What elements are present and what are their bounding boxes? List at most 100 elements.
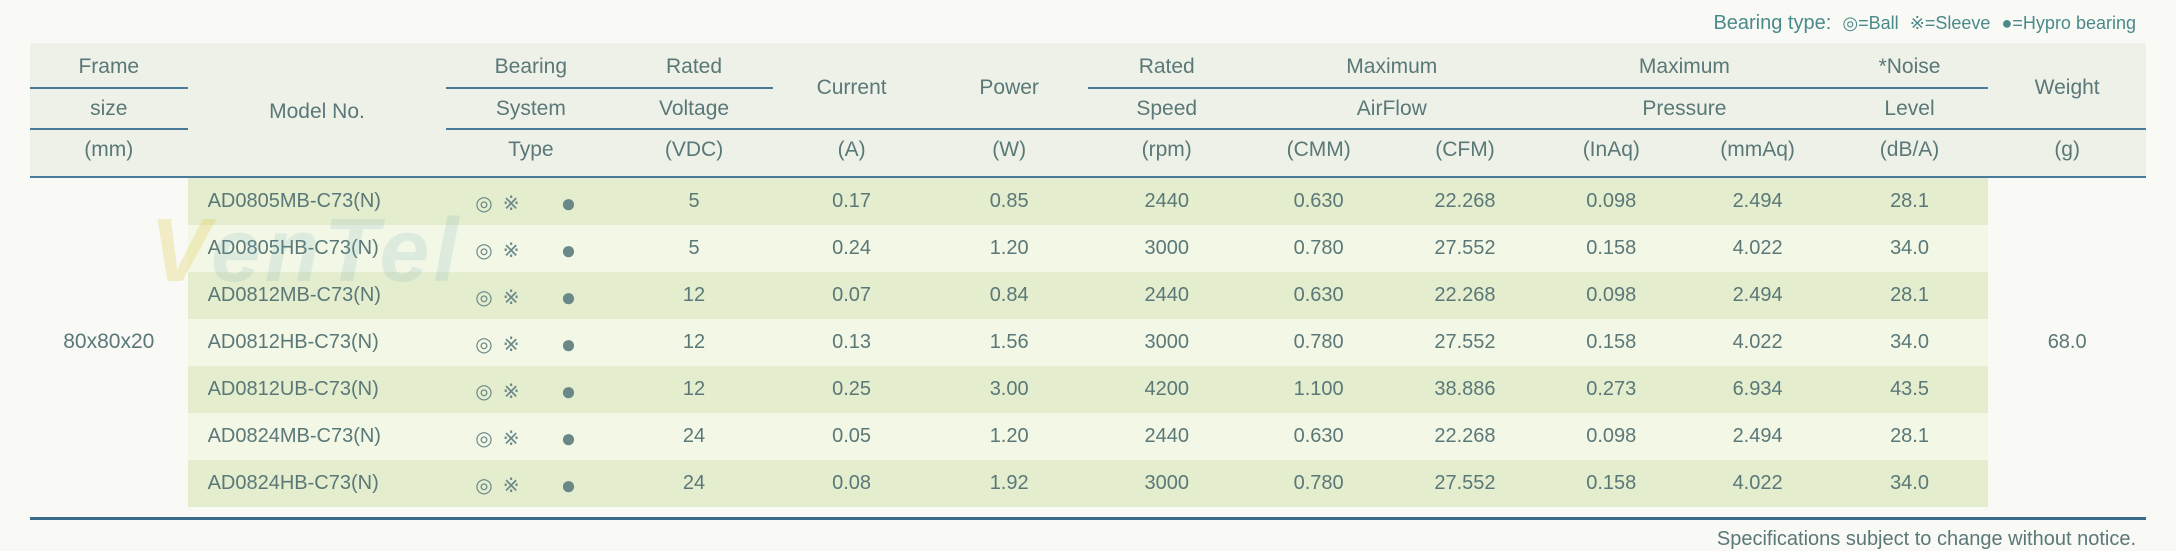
hdr-airflow-2: AirFlow — [1246, 88, 1539, 130]
sleeve-icon: ※ — [503, 473, 530, 498]
legend-ball: ◎=Ball — [1842, 13, 1898, 33]
inaq-cell: 0.273 — [1538, 366, 1684, 413]
current-cell: 0.13 — [773, 319, 931, 366]
ball-icon: ◎ — [475, 238, 502, 263]
hdr-airflow-cfm: (CFM) — [1392, 129, 1538, 177]
mmaq-cell: 4.022 — [1684, 225, 1830, 272]
table-row: AD0812HB-C73(N)◎※ ●120.131.5630000.78027… — [30, 319, 2146, 366]
cmm-cell: 0.780 — [1246, 225, 1392, 272]
noise-cell: 28.1 — [1831, 413, 1989, 460]
hdr-weight-2: (g) — [1988, 129, 2146, 177]
hypro-icon: ● — [561, 423, 587, 454]
mmaq-cell: 2.494 — [1684, 272, 1830, 319]
spec-table: Frame Model No. Bearing Rated Current Po… — [30, 43, 2146, 507]
hdr-frame-3: (mm) — [30, 129, 188, 177]
hypro-icon: ● — [561, 282, 587, 313]
hdr-bearing-1: Bearing — [446, 43, 615, 88]
current-cell: 0.05 — [773, 413, 931, 460]
ball-icon: ◎ — [475, 426, 502, 451]
hypro-icon: ● — [561, 376, 587, 407]
hdr-pressure-1: Maximum — [1538, 43, 1831, 88]
speed-cell: 3000 — [1088, 460, 1246, 507]
hdr-bearing-2: System — [446, 88, 615, 130]
cmm-cell: 0.630 — [1246, 272, 1392, 319]
speed-cell: 3000 — [1088, 225, 1246, 272]
speed-cell: 4200 — [1088, 366, 1246, 413]
sleeve-icon: ※ — [503, 238, 530, 263]
noise-cell: 28.1 — [1831, 177, 1989, 225]
hdr-frame-2: size — [30, 88, 188, 130]
cmm-cell: 0.780 — [1246, 319, 1392, 366]
cfm-cell: 22.268 — [1392, 413, 1538, 460]
model-cell: AD0812UB-C73(N) — [188, 366, 447, 413]
table-row: AD0812UB-C73(N)◎※ ●120.253.0042001.10038… — [30, 366, 2146, 413]
inaq-cell: 0.158 — [1538, 319, 1684, 366]
bearing-cell: ◎※ ● — [446, 225, 615, 272]
table-row: 80x80x20AD0805MB-C73(N)◎※ ●50.170.852440… — [30, 177, 2146, 225]
hypro-icon: ● — [561, 188, 587, 219]
table-body: 80x80x20AD0805MB-C73(N)◎※ ●50.170.852440… — [30, 177, 2146, 507]
speed-cell: 2440 — [1088, 413, 1246, 460]
voltage-cell: 12 — [615, 319, 773, 366]
sleeve-icon: ※ — [503, 191, 530, 216]
cmm-cell: 1.100 — [1246, 366, 1392, 413]
speed-cell: 3000 — [1088, 319, 1246, 366]
power-cell: 1.20 — [930, 413, 1088, 460]
current-cell: 0.17 — [773, 177, 931, 225]
ball-icon: ◎ — [475, 191, 502, 216]
table-row: AD0824MB-C73(N)◎※ ●240.051.2024400.63022… — [30, 413, 2146, 460]
voltage-cell: 24 — [615, 413, 773, 460]
hdr-frame-1: Frame — [30, 43, 188, 88]
inaq-cell: 0.158 — [1538, 460, 1684, 507]
cmm-cell: 0.630 — [1246, 177, 1392, 225]
table-header: Frame Model No. Bearing Rated Current Po… — [30, 43, 2146, 177]
bearing-cell: ◎※ ● — [446, 272, 615, 319]
model-cell: AD0824MB-C73(N) — [188, 413, 447, 460]
speed-cell: 2440 — [1088, 177, 1246, 225]
hdr-current-1: Current — [773, 43, 931, 129]
voltage-cell: 5 — [615, 225, 773, 272]
hdr-speed-1: Rated — [1088, 43, 1246, 88]
cfm-cell: 38.886 — [1392, 366, 1538, 413]
noise-cell: 34.0 — [1831, 319, 1989, 366]
power-cell: 0.84 — [930, 272, 1088, 319]
bearing-cell: ◎※ ● — [446, 319, 615, 366]
noise-cell: 34.0 — [1831, 225, 1989, 272]
hdr-airflow-1: Maximum — [1246, 43, 1539, 88]
voltage-cell: 5 — [615, 177, 773, 225]
bearing-cell: ◎※ ● — [446, 177, 615, 225]
ball-icon: ◎ — [475, 285, 502, 310]
hdr-voltage-1: Rated — [615, 43, 773, 88]
noise-cell: 43.5 — [1831, 366, 1989, 413]
legend-hypro: ●=Hypro bearing — [2002, 13, 2136, 33]
power-cell: 1.92 — [930, 460, 1088, 507]
cfm-cell: 27.552 — [1392, 460, 1538, 507]
frame-size-cell: 80x80x20 — [30, 177, 188, 507]
power-cell: 3.00 — [930, 366, 1088, 413]
hypro-icon: ● — [561, 470, 587, 501]
bearing-legend: Bearing type: ◎=Ball ※=Sleeve ●=Hypro be… — [30, 12, 2146, 35]
model-cell: AD0805HB-C73(N) — [188, 225, 447, 272]
cfm-cell: 27.552 — [1392, 319, 1538, 366]
model-cell: AD0805MB-C73(N) — [188, 177, 447, 225]
table-row: AD0824HB-C73(N)◎※ ●240.081.9230000.78027… — [30, 460, 2146, 507]
cmm-cell: 0.630 — [1246, 413, 1392, 460]
current-cell: 0.08 — [773, 460, 931, 507]
ball-icon: ◎ — [475, 379, 502, 404]
mmaq-cell: 4.022 — [1684, 319, 1830, 366]
current-cell: 0.24 — [773, 225, 931, 272]
mmaq-cell: 2.494 — [1684, 413, 1830, 460]
voltage-cell: 12 — [615, 272, 773, 319]
speed-cell: 2440 — [1088, 272, 1246, 319]
model-cell: AD0812HB-C73(N) — [188, 319, 447, 366]
noise-cell: 28.1 — [1831, 272, 1989, 319]
model-cell: AD0812MB-C73(N) — [188, 272, 447, 319]
hdr-model: Model No. — [188, 43, 447, 177]
legend-sleeve: ※=Sleeve — [1910, 13, 1991, 33]
inaq-cell: 0.098 — [1538, 413, 1684, 460]
hdr-pressure-mmaq: (mmAq) — [1684, 129, 1830, 177]
cfm-cell: 27.552 — [1392, 225, 1538, 272]
power-cell: 0.85 — [930, 177, 1088, 225]
cmm-cell: 0.780 — [1246, 460, 1392, 507]
hdr-pressure-inaq: (InAq) — [1538, 129, 1684, 177]
